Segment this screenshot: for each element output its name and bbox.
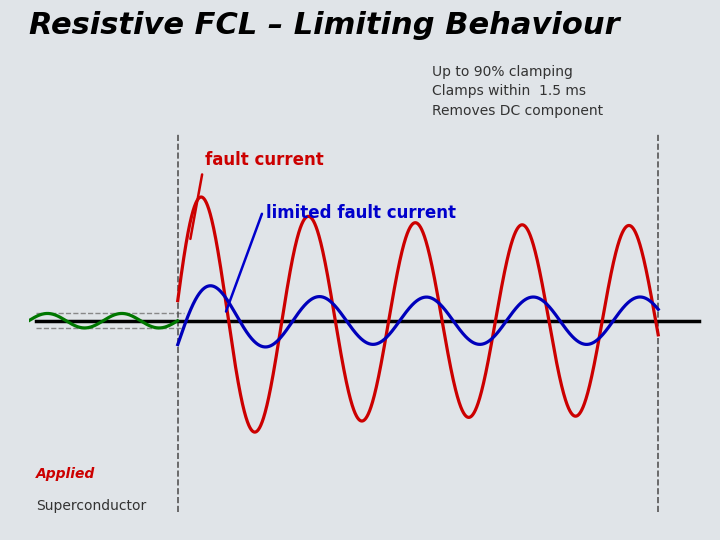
Text: limited fault current: limited fault current — [226, 204, 456, 312]
Text: Superconductor: Superconductor — [36, 499, 146, 513]
Text: Resistive FCL – Limiting Behaviour: Resistive FCL – Limiting Behaviour — [29, 11, 619, 40]
Text: Up to 90% clamping
Clamps within  1.5 ms
Removes DC component: Up to 90% clamping Clamps within 1.5 ms … — [432, 65, 603, 118]
Text: fault current: fault current — [190, 151, 323, 239]
Text: Applied: Applied — [36, 467, 95, 481]
